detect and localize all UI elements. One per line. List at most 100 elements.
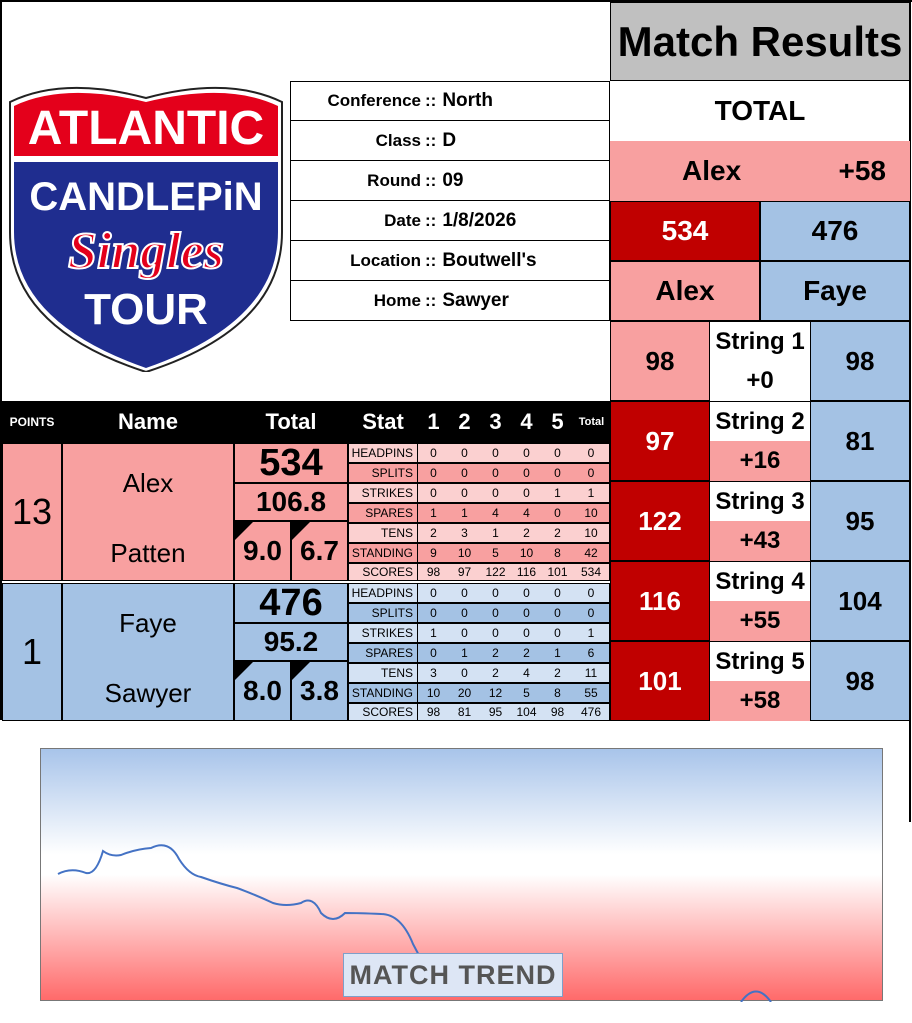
info-value: D bbox=[442, 129, 457, 151]
stat-value: 0 bbox=[480, 463, 511, 483]
stat-value: 0 bbox=[511, 603, 542, 623]
header-col-3: 3 bbox=[480, 401, 511, 443]
stat-value: 0 bbox=[542, 603, 573, 623]
stat-value: 1 bbox=[418, 623, 449, 643]
stat-value: 0 bbox=[542, 623, 573, 643]
bowler-average: 95.2 bbox=[234, 623, 348, 661]
info-label: Round bbox=[367, 170, 421, 190]
stat-label-scores: SCORES bbox=[348, 703, 418, 721]
string-5-diff: +58 bbox=[710, 681, 810, 721]
stat-value: 20 bbox=[449, 683, 480, 703]
string-5-score-b: 98 bbox=[810, 641, 910, 721]
leader-name: Alex bbox=[682, 155, 742, 186]
stat-value: 2 bbox=[511, 643, 542, 663]
stat-value: 12 bbox=[480, 683, 511, 703]
stat-label-spares: SPARES bbox=[348, 503, 418, 523]
stat-value: 4 bbox=[511, 503, 542, 523]
string-3-diff: +43 bbox=[710, 521, 810, 561]
stat-label-scores: SCORES bbox=[348, 563, 418, 581]
stat-value: 0 bbox=[480, 443, 511, 463]
stat-value: 0 bbox=[573, 583, 610, 603]
stat-value: 10 bbox=[573, 503, 610, 523]
info-separator: :: bbox=[425, 91, 437, 110]
corner-marker bbox=[235, 522, 253, 540]
header-col-5: 5 bbox=[542, 401, 573, 443]
info-row-date: Date:: 1/8/2026 bbox=[290, 201, 610, 241]
stat-value: 1 bbox=[573, 483, 610, 503]
info-separator: :: bbox=[425, 170, 437, 190]
string-3-score-b: 95 bbox=[810, 481, 910, 561]
stat-value: 8 bbox=[542, 683, 573, 703]
stat-value: 0 bbox=[418, 463, 449, 483]
stat-value: 98 bbox=[418, 703, 449, 721]
leader-diff: +58 bbox=[838, 155, 887, 186]
stat-value: 0 bbox=[449, 583, 480, 603]
stat-label-headpins: HEADPINS bbox=[348, 583, 418, 603]
stat-value: 0 bbox=[449, 603, 480, 623]
info-label: Location bbox=[350, 250, 421, 270]
stat-value: 0 bbox=[418, 483, 449, 503]
total-label: TOTAL bbox=[714, 95, 806, 126]
string-4-score-b: 104 bbox=[810, 561, 910, 641]
bowler-points: 13 bbox=[2, 443, 62, 581]
name-b: Faye bbox=[760, 261, 910, 321]
bowler-total: 534 bbox=[234, 442, 348, 484]
stat-value: 6 bbox=[573, 643, 610, 663]
bowler-stat-right: 6.7 bbox=[291, 521, 348, 581]
stat-value: 0 bbox=[449, 463, 480, 483]
stat-label-headpins: HEADPINS bbox=[348, 443, 418, 463]
stat-label-strikes: STRIKES bbox=[348, 623, 418, 643]
logo-line1: ATLANTIC bbox=[28, 102, 264, 155]
corner-marker bbox=[235, 662, 253, 680]
info-value: Sawyer bbox=[442, 289, 509, 311]
stat-value: 3 bbox=[418, 663, 449, 683]
header-col-2: 2 bbox=[449, 401, 480, 443]
name-a: Alex bbox=[610, 261, 760, 321]
bowler-first-name: Faye bbox=[119, 607, 177, 638]
bowler-stat-left-value: 8.0 bbox=[243, 675, 282, 706]
stat-value: 42 bbox=[573, 543, 610, 563]
match-trend-label: MATCH TREND bbox=[343, 953, 563, 997]
bowler-name-cell bbox=[62, 443, 234, 581]
stat-value: 55 bbox=[573, 683, 610, 703]
info-row-home: Home:: Sawyer bbox=[290, 281, 610, 321]
string-1-score-a: 98 bbox=[610, 321, 710, 401]
stat-value: 0 bbox=[542, 443, 573, 463]
tour-logo: ATLANTIC CANDLEPiN Singles TOUR bbox=[9, 87, 283, 372]
string-4-diff: +55 bbox=[710, 601, 810, 641]
bowler-points: 1 bbox=[2, 583, 62, 721]
bowler-stat-right-value: 3.8 bbox=[300, 675, 339, 706]
stat-value: 0 bbox=[418, 643, 449, 663]
stat-value: 10 bbox=[418, 683, 449, 703]
stat-value: 10 bbox=[573, 523, 610, 543]
trend-line bbox=[57, 844, 428, 972]
stat-value: 476 bbox=[573, 703, 610, 721]
stat-value: 0 bbox=[418, 583, 449, 603]
string-2-diff: +16 bbox=[710, 441, 810, 481]
header-points: POINTS bbox=[2, 401, 62, 443]
header-col-1: 1 bbox=[418, 401, 449, 443]
string-4-label: String 4 bbox=[710, 561, 810, 601]
info-value: 1/8/2026 bbox=[442, 209, 517, 231]
stat-value: 0 bbox=[418, 443, 449, 463]
stat-value: 0 bbox=[480, 623, 511, 643]
stat-value: 0 bbox=[449, 483, 480, 503]
total-a: 534 bbox=[610, 201, 760, 261]
stat-value: 10 bbox=[449, 543, 480, 563]
stat-value: 1 bbox=[480, 523, 511, 543]
frame-top bbox=[0, 0, 912, 2]
string-3-label: String 3 bbox=[710, 481, 810, 521]
bowler-last-name: Sawyer bbox=[104, 677, 192, 708]
stat-value: 98 bbox=[542, 703, 573, 721]
leader-row: Alex +58 bbox=[610, 141, 910, 201]
stat-value: 2 bbox=[418, 523, 449, 543]
stat-value: 97 bbox=[449, 563, 480, 581]
info-value: Boutwell's bbox=[442, 249, 537, 271]
stat-value: 10 bbox=[511, 543, 542, 563]
string-2-score-a: 97 bbox=[610, 401, 710, 481]
bowler-stat-left-value: 9.0 bbox=[243, 535, 282, 566]
stat-label-splits: SPLITS bbox=[348, 603, 418, 623]
logo-line3: Singles bbox=[68, 223, 224, 280]
string-1-label: String 1 bbox=[710, 321, 810, 361]
bowler-name-cell bbox=[62, 583, 234, 721]
